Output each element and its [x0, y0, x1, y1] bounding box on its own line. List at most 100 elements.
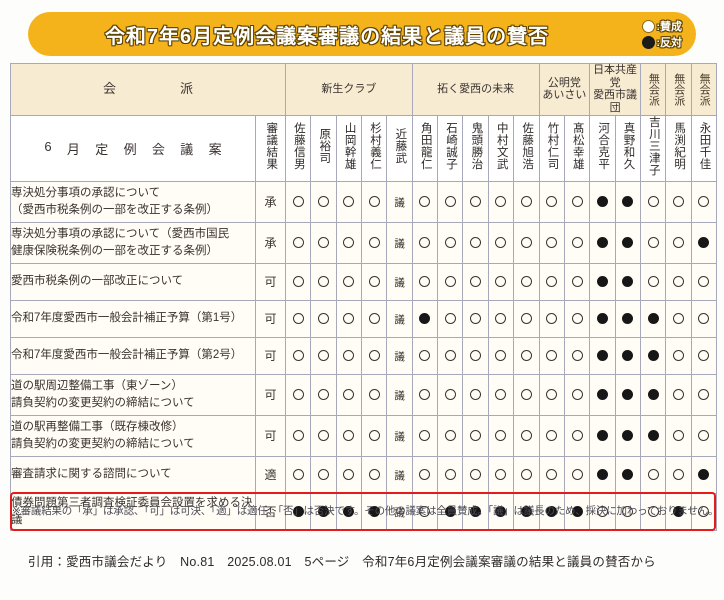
vote-yes-icon — [368, 275, 380, 287]
vote-cell — [538, 414, 565, 457]
vote-no-icon — [596, 195, 608, 207]
member-header-7: 石崎誠子 — [437, 114, 464, 182]
vote-cell — [310, 262, 337, 301]
vote-cell — [361, 373, 388, 416]
vote-cell — [589, 262, 616, 301]
vote-no-icon — [622, 468, 634, 480]
vote-cell — [589, 180, 616, 223]
vote-cell: 議 — [386, 414, 413, 457]
vote-yes-icon — [520, 312, 532, 324]
vote-cell — [462, 492, 489, 531]
chair-mark: 議 — [394, 196, 405, 209]
vote-yes-icon — [343, 349, 355, 361]
vote-cell — [487, 221, 515, 264]
legend-label-yes: :賛成 — [656, 21, 682, 33]
vote-cell — [513, 492, 540, 531]
vote-yes-icon — [520, 349, 532, 361]
vote-no-icon — [596, 236, 608, 248]
member-header-row: 6 月定例会議案審議結果 佐藤信男 原裕司 山岡幹雄 杉村義仁 近藤武 角田龍仁 石崎誠子 鬼頭勝… — [10, 114, 717, 182]
deliberation-result: 可 — [255, 262, 286, 301]
vote-yes-icon — [444, 388, 456, 400]
vote-cell — [538, 492, 565, 531]
legend-label-no: :反対 — [656, 37, 682, 49]
vote-yes-icon — [318, 468, 330, 480]
agenda-header-char-6: 議 — [180, 141, 194, 157]
vote-cell — [462, 455, 489, 494]
vote-cell — [335, 221, 363, 264]
vote-cell — [563, 299, 591, 338]
vote-cell — [462, 180, 489, 223]
party-group-1: 新生クラブ — [285, 63, 413, 116]
vote-cell: 議 — [386, 373, 413, 416]
vote-yes-icon — [292, 275, 304, 287]
member-header-3: 山岡幹雄 — [335, 114, 363, 182]
member-name: 山岡幹雄 — [343, 121, 356, 170]
member-header-8: 鬼頭勝治 — [462, 114, 489, 182]
vote-cell — [614, 221, 641, 264]
member-name: 原裕司 — [318, 127, 331, 164]
vote-cell — [589, 299, 616, 338]
vote-yes-icon — [343, 275, 355, 287]
kaiha-label-left: 会 — [102, 80, 116, 96]
vote-yes-icon — [470, 195, 482, 207]
vote-yes-icon — [470, 468, 482, 480]
member-name: 永田千佳 — [698, 121, 711, 170]
table-row: 専決処分事項の承認について （愛西市税条例の一部を改正する条例）承 議 — [10, 180, 717, 223]
vote-cell — [513, 414, 540, 457]
member-header-15: 吉川三津子 — [639, 114, 667, 182]
vote-yes-icon — [520, 429, 532, 441]
deliberation-result: 承 — [255, 180, 286, 223]
vote-yes-icon — [698, 349, 710, 361]
vote-cell — [462, 336, 489, 375]
vote-yes-icon — [470, 388, 482, 400]
group-header-row: 会派新生クラブ 拓く愛西の未来 公明党 あいさい 日本共産党 愛西市議団 無会派 無会派 無会派 — [10, 63, 717, 116]
vote-yes-icon — [495, 349, 507, 361]
vote-yes-icon — [419, 236, 431, 248]
vote-cell — [690, 455, 717, 494]
table-row: 道の駅周辺整備工事（東ゾーン） 請負契約の変更契約の締結について可 議 — [10, 373, 717, 416]
table-body: 専決処分事項の承認について （愛西市税条例の一部を改正する条例）承議専決処分事項の… — [10, 180, 717, 531]
vote-yes-icon — [698, 388, 710, 400]
vote-cell — [639, 492, 667, 531]
vote-cell — [690, 221, 717, 264]
vote-cell — [411, 180, 439, 223]
vote-cell — [614, 373, 641, 416]
member-header-12: 髙松幸雄 — [563, 114, 591, 182]
vote-yes-icon — [318, 195, 330, 207]
vote-cell — [487, 492, 515, 531]
vote-yes-icon — [596, 505, 608, 517]
vote-yes-icon — [343, 429, 355, 441]
vote-yes-icon — [672, 312, 684, 324]
vote-cell — [538, 373, 565, 416]
vote-no-icon — [520, 505, 532, 517]
chair-mark: 議 — [394, 237, 405, 250]
vote-yes-icon — [622, 505, 634, 517]
vote-cell — [437, 492, 464, 531]
vote-cell — [361, 414, 388, 457]
vote-cell — [335, 455, 363, 494]
member-header-10: 佐藤旭浩 — [513, 114, 540, 182]
vote-no-icon — [343, 505, 355, 517]
member-name: 馬渕紀明 — [673, 121, 686, 170]
vote-cell — [665, 180, 692, 223]
vote-yes-icon — [495, 468, 507, 480]
vote-no-icon — [622, 236, 634, 248]
chair-mark: 議 — [394, 313, 405, 326]
vote-cell — [690, 299, 717, 338]
vote-cell — [639, 373, 667, 416]
vote-yes-icon — [571, 236, 583, 248]
vote-table-wrap: 会派新生クラブ 拓く愛西の未来 公明党 あいさい 日本共産党 愛西市議団 無会派 無会派 無会派… — [10, 63, 717, 531]
vote-no-icon — [622, 429, 634, 441]
vote-cell — [589, 336, 616, 375]
vote-yes-icon — [318, 349, 330, 361]
vote-cell — [335, 373, 363, 416]
vote-no-icon — [647, 312, 659, 324]
vote-yes-icon — [546, 468, 558, 480]
table-row: 道の駅再整備工事（既存棟改修） 請負契約の変更契約の締結について可 議 — [10, 414, 717, 457]
member-name: 石崎誠子 — [445, 121, 458, 170]
vote-yes-icon — [520, 388, 532, 400]
vote-cell — [411, 414, 439, 457]
vote-cell — [563, 336, 591, 375]
vote-no-icon — [698, 468, 710, 480]
